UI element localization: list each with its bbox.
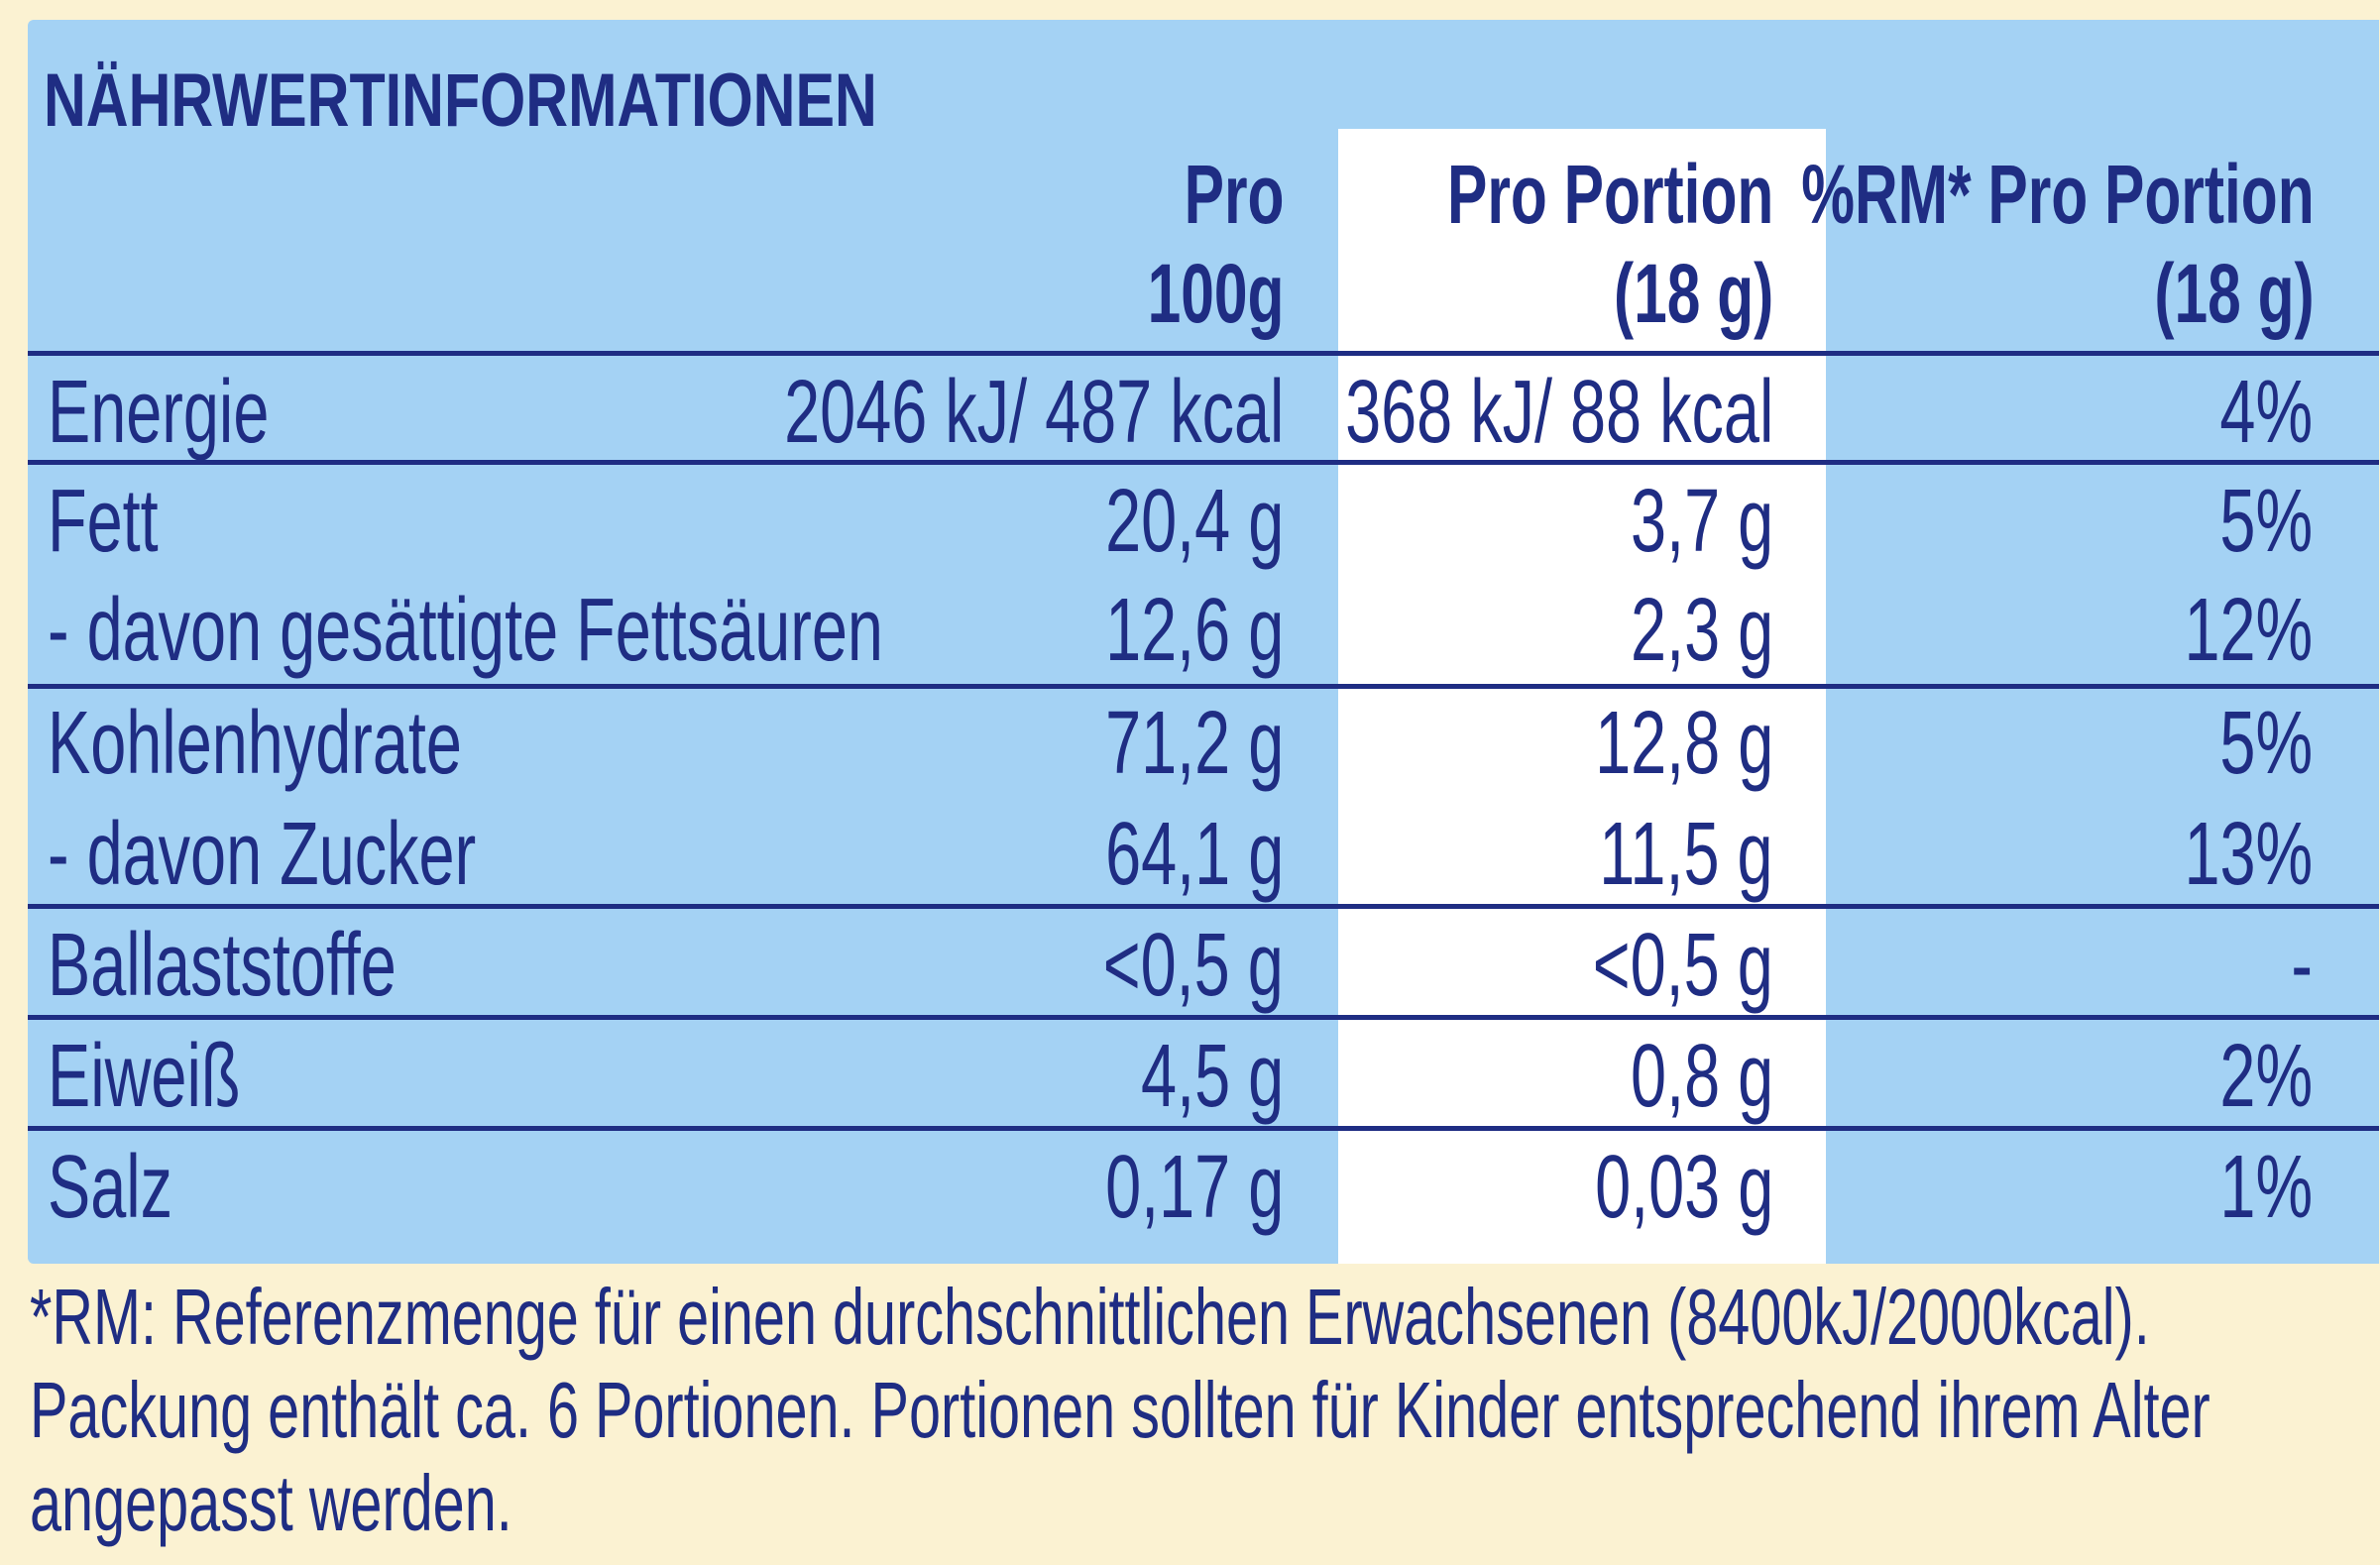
value-rm-percent: 5% [2219, 694, 2313, 793]
header-rm-per-portion: %RM* Pro Portion (18 g) [1802, 145, 2315, 343]
divider-ballaststoffe [28, 1015, 2379, 1020]
value-per-100g: 4,5 g [1140, 1027, 1284, 1126]
divider-energie [28, 460, 2379, 465]
row-label: Ballaststoffe [48, 916, 397, 1015]
value-rm-percent: 13% [2184, 805, 2313, 904]
value-per-portion: 0,03 g [1594, 1138, 1773, 1237]
table-row-energie: Energie 2046 kJ/ 487 kcal 368 kJ/ 88 kca… [0, 357, 2380, 468]
page-title: NÄHRWERTINFORMATIONEN [44, 58, 877, 143]
row-label: Salz [48, 1138, 173, 1237]
per-portion-highlight-column [1338, 129, 1826, 1264]
footnote-line-1: *RM: Referenzmenge für einen durchschnit… [30, 1273, 2150, 1361]
divider-header [28, 351, 2379, 356]
value-per-100g: 20,4 g [1104, 472, 1284, 571]
header-rm-per-portion-line2: (18 g) [2154, 247, 2315, 340]
row-label: Eiweiß [48, 1027, 241, 1126]
table-row-eiweiss: Eiweiß 4,5 g 0,8 g 2% [0, 1021, 2380, 1132]
table-row-salz: Salz 0,17 g 0,03 g 1% [0, 1132, 2380, 1243]
value-per-portion: <0,5 g [1593, 916, 1773, 1015]
value-per-portion: 2,3 g [1630, 581, 1773, 680]
table-row-ballaststoffe: Ballaststoffe <0,5 g <0,5 g - [0, 910, 2380, 1021]
header-per-100g-line2: 100g [1147, 247, 1284, 340]
footnote-line-2: Packung enthält ca. 6 Portionen. Portion… [30, 1366, 2210, 1454]
table-row-gesaettigte-fettsaeuren: - davon gesättigte Fettsäuren 12,6 g 2,3… [0, 575, 2380, 686]
value-rm-percent: - [2291, 916, 2313, 1015]
value-rm-percent: 2% [2219, 1027, 2313, 1126]
value-rm-percent: 1% [2219, 1138, 2313, 1237]
value-rm-percent: 5% [2219, 472, 2313, 571]
divider-eiweiss [28, 1126, 2379, 1131]
value-per-100g: 71,2 g [1104, 694, 1284, 793]
row-label: Kohlenhydrate [48, 694, 462, 793]
header-per-portion-line1: Pro Portion [1446, 148, 1773, 241]
header-per-100g-line1: Pro [1184, 148, 1284, 241]
row-label: - davon Zucker [48, 805, 477, 904]
value-per-portion: 11,5 g [1599, 805, 1773, 904]
table-row-fett: Fett 20,4 g 3,7 g 5% [0, 466, 2380, 577]
header-per-100g: Pro 100g [1147, 145, 1284, 343]
divider-kohlenhydrate [28, 904, 2379, 909]
value-per-100g: <0,5 g [1103, 916, 1284, 1015]
footnote: *RM: Referenzmenge für einen durchschnit… [30, 1271, 2349, 1550]
header-per-portion: Pro Portion (18 g) [1447, 145, 1773, 343]
value-per-100g: 2046 kJ/ 487 kcal [783, 363, 1284, 462]
value-per-portion: 12,8 g [1594, 694, 1773, 793]
value-per-100g: 64,1 g [1104, 805, 1284, 904]
header-rm-per-portion-line1: %RM* Pro Portion [1801, 148, 2315, 241]
value-rm-percent: 4% [2219, 363, 2313, 462]
value-per-portion: 0,8 g [1630, 1027, 1773, 1126]
header-per-portion-line2: (18 g) [1613, 247, 1773, 340]
nutrition-panel [28, 20, 2379, 1264]
value-per-100g: 0,17 g [1104, 1138, 1284, 1237]
table-row-kohlenhydrate: Kohlenhydrate 71,2 g 12,8 g 5% [0, 688, 2380, 799]
divider-fett [28, 684, 2379, 689]
row-label: - davon gesättigte Fettsäuren [48, 581, 883, 680]
row-label: Fett [48, 472, 159, 571]
value-per-portion: 368 kJ/ 88 kcal [1344, 363, 1773, 462]
row-label: Energie [48, 363, 270, 462]
value-rm-percent: 12% [2184, 581, 2313, 680]
footnote-line-3: angepasst werden. [30, 1459, 512, 1547]
table-row-zucker: - davon Zucker 64,1 g 11,5 g 13% [0, 799, 2380, 910]
value-per-100g: 12,6 g [1104, 581, 1284, 680]
value-per-portion: 3,7 g [1630, 472, 1773, 571]
